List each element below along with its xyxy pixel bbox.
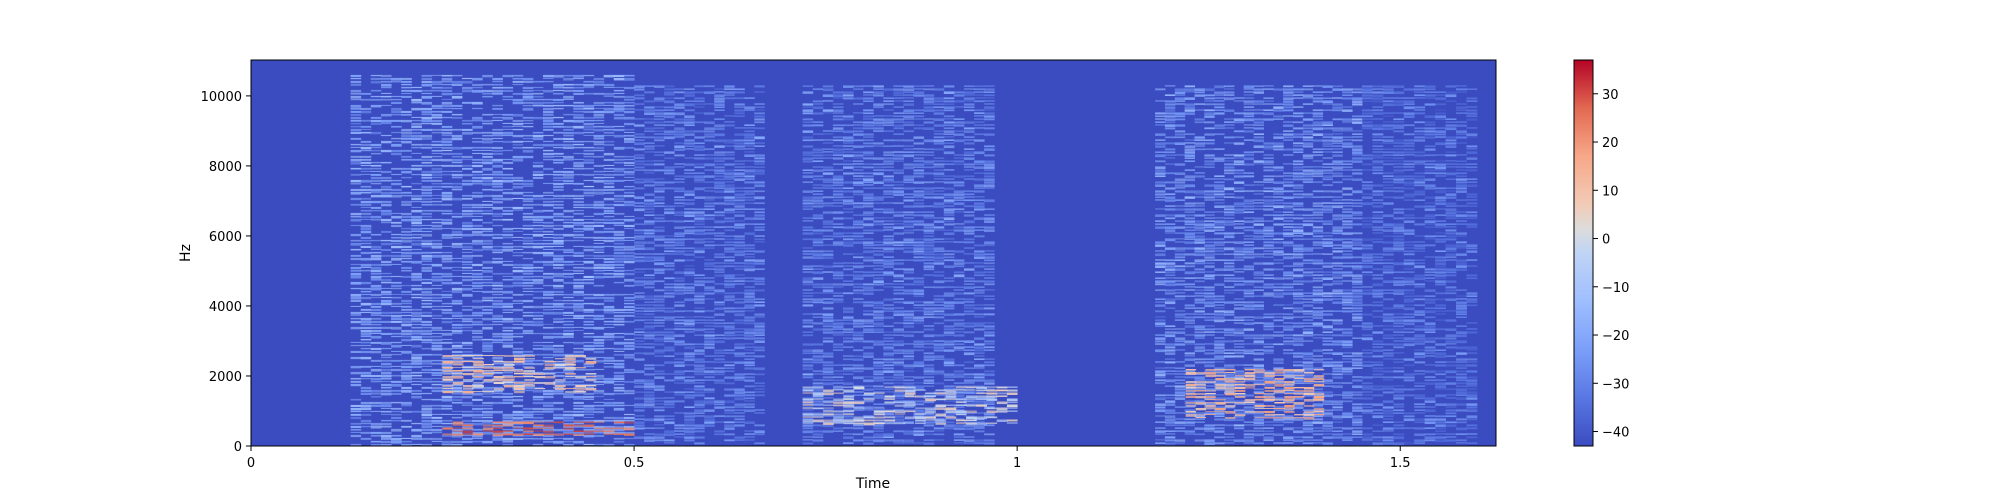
energy-region: [442, 421, 635, 437]
energy-region: [1361, 85, 1478, 446]
colorbar-tick-label: −40: [1602, 426, 1629, 441]
y-axis: 0 2000 4000 6000 8000 10000: [201, 90, 251, 455]
colorbar-tick-label: 10: [1602, 184, 1619, 199]
energy-region: [802, 85, 995, 446]
colorbar-ticks: −40 −30 −20 −10 0 10 20 30: [1593, 88, 1629, 441]
x-tick-label: 0: [247, 456, 255, 471]
x-axis: 0 0.5 1 1.5: [247, 446, 1411, 471]
x-axis-label: Time: [855, 476, 890, 492]
energy-region: [1185, 369, 1325, 420]
colorbar-tick-label: −30: [1602, 377, 1629, 392]
x-tick-label: 1.5: [1390, 456, 1411, 471]
energy-region: [442, 355, 597, 394]
colorbar-tick-label: −10: [1602, 281, 1629, 296]
plot-area: [250, 59, 1497, 447]
y-axis-label: Hz: [178, 244, 194, 262]
energy-region: [634, 85, 765, 446]
y-tick-label: 2000: [209, 370, 242, 385]
y-tick-label: 0: [234, 440, 242, 455]
x-tick-label: 1: [1013, 456, 1021, 471]
energy-region: [1155, 85, 1363, 446]
energy-region: [350, 74, 635, 446]
y-tick-label: 6000: [209, 230, 242, 245]
plot-frame: [250, 59, 1497, 447]
colorbar-gradient: [1573, 59, 1594, 447]
colorbar-tick-label: 20: [1602, 136, 1619, 151]
x-tick-label: 0.5: [624, 456, 645, 471]
y-tick-label: 4000: [209, 300, 242, 315]
colorbar-tick-label: 0: [1602, 233, 1610, 248]
y-tick-label: 10000: [201, 90, 242, 105]
y-tick-label: 8000: [209, 160, 242, 175]
colorbar-tick-label: 30: [1602, 88, 1619, 103]
energy-region: [802, 386, 1018, 426]
colorbar: −40 −30 −20 −10 0 10 20 30: [1573, 59, 1629, 447]
colorbar-tick-label: −20: [1602, 329, 1629, 344]
spectrogram-image: [350, 74, 1478, 446]
